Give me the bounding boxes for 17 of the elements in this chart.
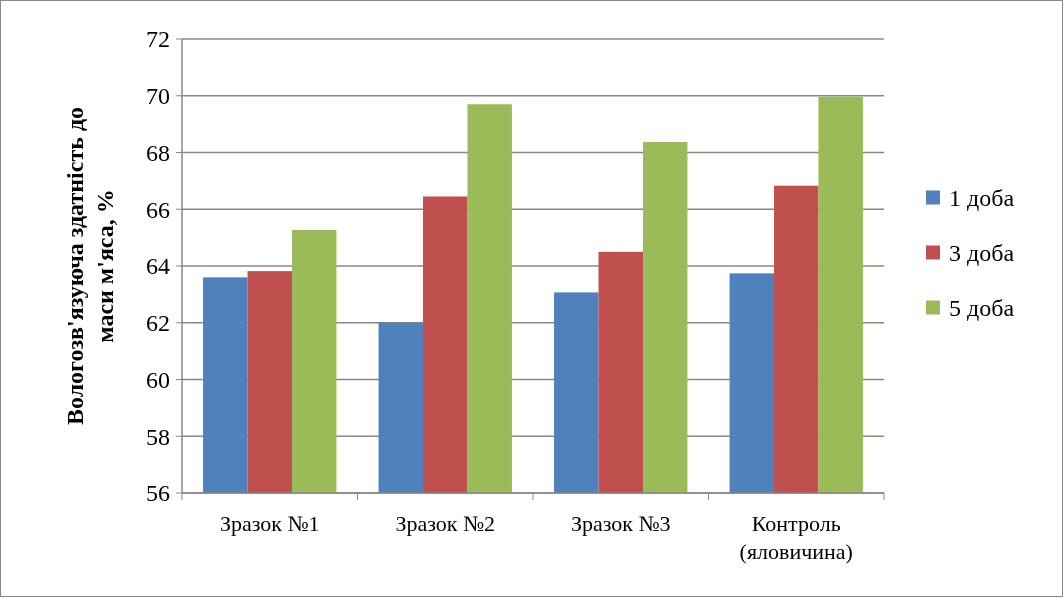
y-tick-label: 66 — [146, 196, 170, 223]
y-tick-label: 56 — [146, 480, 170, 507]
y-tick-label: 72 — [146, 26, 170, 53]
legend-label: 1 доба — [949, 184, 1015, 211]
x-tick-label: Зразок №2 — [395, 511, 496, 536]
y-tick-label: 64 — [146, 253, 170, 280]
x-tick-label: Зразок №3 — [570, 511, 671, 536]
x-tick-label: Зразок №1 — [219, 511, 320, 536]
y-tick-label: 70 — [146, 83, 170, 110]
y-tick-label: 62 — [146, 310, 170, 337]
legend-label: 5 доба — [949, 294, 1015, 321]
y-tick-label: 60 — [146, 366, 170, 393]
y-axis-title: Вологозв'язуюча здатність до маси м'яса, % — [62, 106, 118, 426]
y-tick-label: 58 — [146, 423, 170, 450]
y-tick-label: 68 — [146, 139, 170, 166]
legend-label: 3 доба — [949, 239, 1015, 266]
x-tick-label: Контроль (яловичина) — [739, 511, 853, 564]
